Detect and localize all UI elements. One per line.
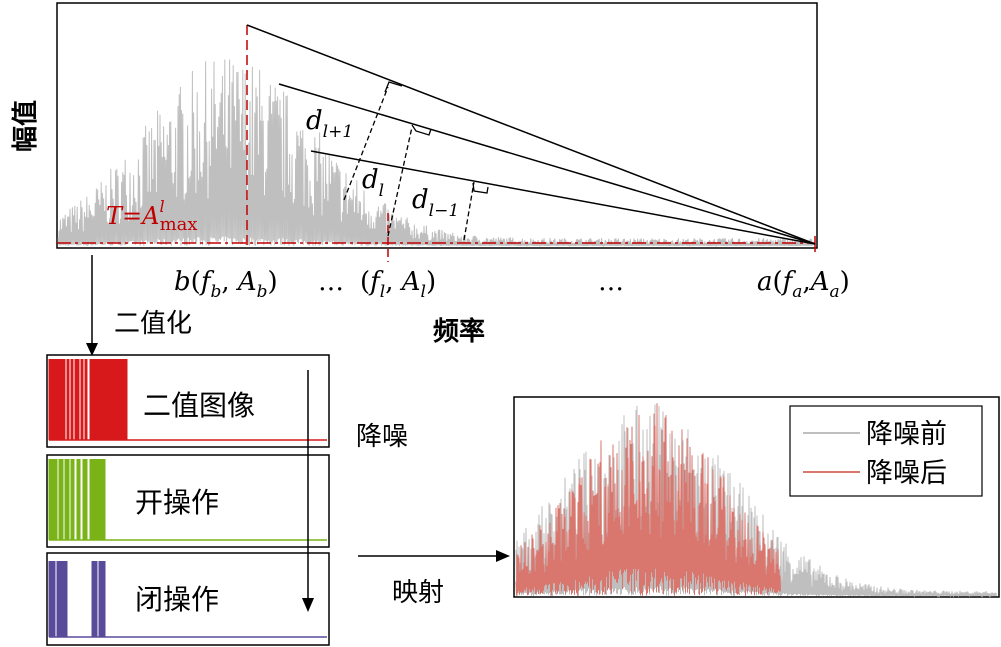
line-lminus1-a (310, 150, 816, 245)
mapping-label: 映射 (392, 578, 444, 608)
binarize-arrow (86, 255, 98, 356)
process-step-close: 闭操作 (46, 552, 330, 646)
process-step-open: 开操作 (46, 454, 330, 548)
distance-label-l-minus-1: dl−1 (412, 185, 459, 221)
result-chart-frame (513, 396, 1000, 598)
open-operation-label: 开操作 (135, 486, 219, 519)
y-axis-label: 幅值 (11, 100, 41, 152)
top-chart-frame (56, 2, 818, 249)
line-lplus1-a (278, 83, 816, 245)
binary-image-bars (48, 359, 128, 440)
open-operation-bars (48, 459, 106, 540)
result-spectrum-chart: 降噪前 降噪后 (513, 396, 1000, 598)
close-operation-bars (48, 561, 106, 637)
top-spectrum-chart: dl+1 dl dl−1 T=Al max 幅值 b(fb, Ab) … (fl,… (11, 2, 850, 347)
after-denoise-line (515, 403, 781, 596)
point-a-label: a(fa,Aa) (757, 267, 850, 302)
x-axis-label: 频率 (433, 316, 485, 347)
distance-line-l-minus-1 (463, 181, 475, 241)
distance-line-l-plus-1 (343, 86, 389, 201)
process-step-binary: 二值图像 (46, 354, 330, 448)
denoise-arrow (302, 370, 314, 612)
line-b-a (246, 24, 816, 245)
binary-image-label: 二值图像 (143, 389, 255, 422)
close-operation-label: 闭操作 (135, 583, 219, 616)
binarize-label: 二值化 (114, 309, 192, 339)
right-angle-mark (384, 81, 403, 93)
ellipsis-1: … (318, 267, 344, 297)
legend-label-after: 降噪后 (866, 458, 947, 489)
denoise-label: 降噪 (356, 422, 408, 452)
threshold-label: T=Al max (106, 197, 198, 235)
point-l-label: (fl, Al) (360, 267, 436, 302)
legend-box (789, 405, 983, 497)
mapping-arrow (358, 550, 510, 562)
point-b-label: b(fb, Ab) (174, 267, 278, 302)
distance-label-l: dl (362, 165, 384, 201)
legend-label-before: 降噪前 (866, 419, 947, 450)
distance-label-l-plus-1: dl+1 (306, 106, 353, 142)
right-angle-mark (411, 124, 432, 136)
ellipsis-2: … (598, 267, 624, 297)
distance-line-l (387, 126, 413, 237)
right-angle-mark (472, 182, 489, 194)
